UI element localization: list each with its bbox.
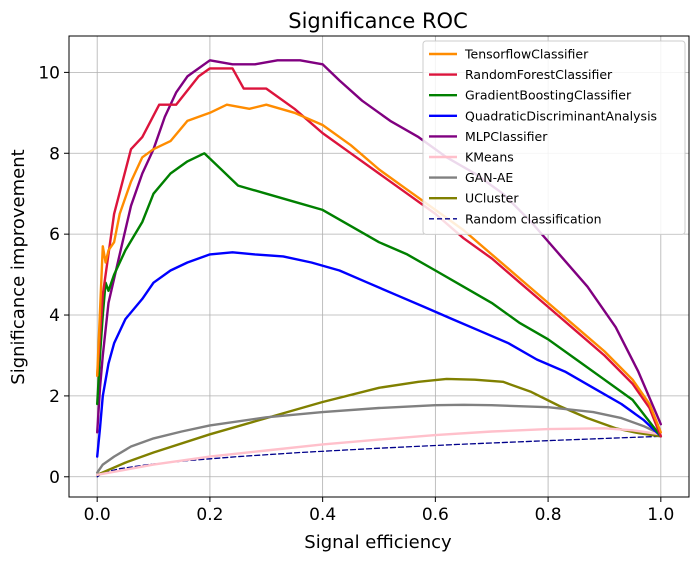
series-line-tensorflowclassifier	[96, 103, 662, 434]
series-line-quadraticdiscriminantanalysis	[96, 251, 662, 458]
y-tick-label: 6	[49, 225, 60, 245]
y-tick-label: 0	[49, 468, 60, 488]
y-axis: 0 2 4 6 8 10	[38, 63, 69, 488]
x-tick-label: 0.4	[309, 505, 336, 525]
legend-label: GAN-AE	[465, 170, 513, 185]
legend-label: QuadraticDiscriminantAnalysis	[465, 108, 657, 123]
series-line-randomforestclassifier	[96, 67, 662, 438]
y-tick-label: 4	[49, 306, 60, 326]
y-axis-title: Significance improvement	[8, 149, 29, 384]
x-tick-label: 0.2	[196, 505, 223, 525]
series-line-ucluster	[96, 377, 662, 476]
x-axis: 0.0 0.2 0.4 0.6 0.8 1.0	[84, 497, 674, 525]
chart-title: Significance ROC	[288, 9, 468, 33]
x-tick-label: 1.0	[647, 505, 674, 525]
legend-label: GradientBoostingClassifier	[465, 88, 632, 103]
x-tick-label: 0.6	[422, 505, 449, 525]
legend-label: UCluster	[465, 191, 519, 206]
y-tick-label: 2	[49, 387, 60, 407]
series-line-random-classification	[96, 435, 662, 478]
y-tick-label: 10	[38, 63, 60, 83]
series-group	[96, 59, 662, 478]
y-tick-label: 8	[49, 144, 60, 164]
legend-label: TensorflowClassifier	[464, 47, 589, 62]
legend: TensorflowClassifier RandomForestClassifi…	[422, 40, 686, 235]
x-tick-label: 0.8	[535, 505, 562, 525]
plot-frame	[68, 35, 690, 498]
legend-label: MLPClassifier	[465, 129, 548, 144]
x-tick-label: 0.0	[84, 505, 111, 525]
legend-box	[422, 40, 686, 235]
series-line-gan-ae	[96, 403, 662, 474]
legend-label: RandomForestClassifier	[465, 67, 613, 82]
legend-label: KMeans	[465, 150, 514, 165]
x-axis-title: Signal efficiency	[304, 532, 452, 553]
series-line-gradientboostingclassifier	[96, 152, 662, 438]
legend-label: Random classification	[465, 211, 602, 226]
series-line-kmeans	[96, 427, 662, 476]
